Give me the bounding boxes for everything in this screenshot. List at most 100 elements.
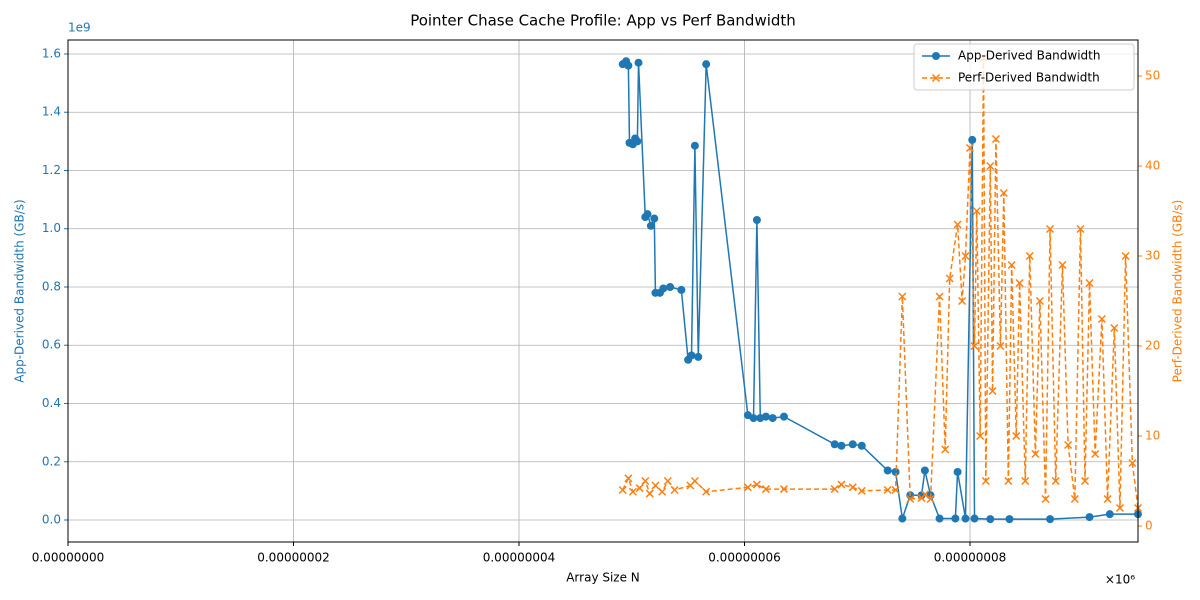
data-point	[645, 489, 654, 498]
data-point	[1085, 513, 1094, 522]
data-line	[622, 57, 1139, 509]
data-point	[965, 143, 975, 153]
data-point	[972, 206, 981, 216]
data-point	[951, 514, 960, 523]
y2-tick-label: 50	[1145, 68, 1160, 82]
data-point	[1046, 515, 1055, 524]
y2-tick-label: 20	[1145, 338, 1160, 352]
data-point	[898, 514, 907, 523]
data-point	[768, 414, 777, 423]
y-tick-label: 0.6	[42, 338, 61, 352]
data-point	[961, 251, 970, 261]
data-point	[761, 485, 770, 494]
data-point	[1025, 251, 1034, 261]
data-point	[981, 476, 990, 486]
data-point	[830, 485, 839, 494]
data-point	[624, 474, 633, 483]
data-point	[883, 485, 892, 495]
legend-marker	[931, 73, 941, 83]
x-tick-label: 0.00000006	[708, 551, 781, 565]
y2-tick-label: 30	[1145, 248, 1160, 262]
data-point	[906, 494, 915, 504]
data-point	[1105, 510, 1114, 519]
data-point	[1012, 431, 1021, 441]
y-tick-label: 0.8	[42, 279, 61, 293]
data-point	[749, 414, 758, 423]
data-point	[1041, 494, 1050, 504]
data-point	[968, 135, 977, 144]
chart-title: Pointer Chase Cache Profile: App vs Perf…	[410, 12, 796, 30]
data-point	[883, 466, 892, 475]
legend-label: Perf-Derived Bandwidth	[958, 71, 1100, 85]
data-point	[690, 141, 699, 150]
data-point	[634, 58, 643, 67]
y-tick-label: 1.6	[42, 46, 61, 60]
data-point	[1097, 314, 1106, 324]
y-tick-label: 1.4	[42, 105, 61, 119]
data-point	[898, 292, 907, 301]
plot-frame	[67, 39, 1139, 543]
data-point	[1058, 260, 1067, 270]
data-point	[646, 221, 655, 230]
data-point	[970, 341, 979, 351]
data-point	[1015, 278, 1024, 288]
data-point	[1080, 476, 1090, 486]
y2-tick-label: 0	[1145, 518, 1153, 532]
data-point	[857, 486, 866, 495]
legend-label: App-Derived Bandwidth	[958, 49, 1100, 63]
data-point	[891, 467, 900, 476]
data-point	[986, 161, 995, 171]
x-tick-label: 0.00000004	[483, 551, 556, 565]
data-point	[651, 481, 660, 490]
data-point	[690, 476, 699, 486]
data-point	[970, 514, 979, 523]
data-point	[1070, 494, 1079, 504]
data-point	[958, 296, 967, 306]
data-point	[779, 485, 788, 494]
data-point	[677, 285, 686, 294]
data-point	[1121, 251, 1130, 261]
data-point	[1031, 449, 1040, 459]
data-point	[891, 485, 900, 495]
data-point	[935, 514, 944, 523]
data-point	[694, 352, 703, 361]
legend: App-Derived Bandwidth Perf-Derived Bandwi…	[913, 43, 1135, 91]
y-tick-label: 1.2	[42, 163, 61, 177]
data-point	[830, 440, 839, 449]
data-point	[986, 515, 995, 524]
data-point	[961, 514, 970, 523]
data-point	[837, 441, 846, 450]
data-point	[999, 188, 1008, 198]
data-point	[687, 351, 696, 360]
x-tick-label: 0.00000002	[257, 551, 330, 565]
data-point	[953, 220, 962, 229]
data-point	[1007, 260, 1016, 270]
y-tick-label: 1.0	[42, 221, 61, 235]
data-point	[837, 480, 846, 489]
data-point	[752, 216, 761, 225]
data-point	[988, 386, 997, 396]
data-point	[848, 440, 857, 449]
y2-tick-label: 40	[1145, 158, 1160, 172]
data-point	[666, 282, 675, 291]
y-tick-label: 0.2	[42, 454, 61, 468]
data-point	[1091, 449, 1100, 459]
data-point	[935, 292, 944, 301]
data-point	[976, 431, 985, 441]
data-point	[1004, 476, 1013, 486]
data-point	[1051, 476, 1060, 486]
data-point	[1005, 515, 1014, 524]
data-point	[641, 476, 650, 486]
data-point	[941, 445, 950, 454]
data-point	[743, 483, 752, 492]
data-point	[658, 487, 667, 496]
data-point	[659, 284, 668, 293]
y2-axis-label: Perf-Derived Bandwidth (GB/s)	[1171, 200, 1185, 383]
data-point	[1021, 476, 1030, 486]
y-tick-label: 0.4	[42, 396, 61, 410]
data-point	[953, 467, 962, 476]
y-tick-label: 0.0	[42, 513, 61, 527]
data-point	[624, 61, 633, 70]
data-point	[752, 480, 761, 489]
